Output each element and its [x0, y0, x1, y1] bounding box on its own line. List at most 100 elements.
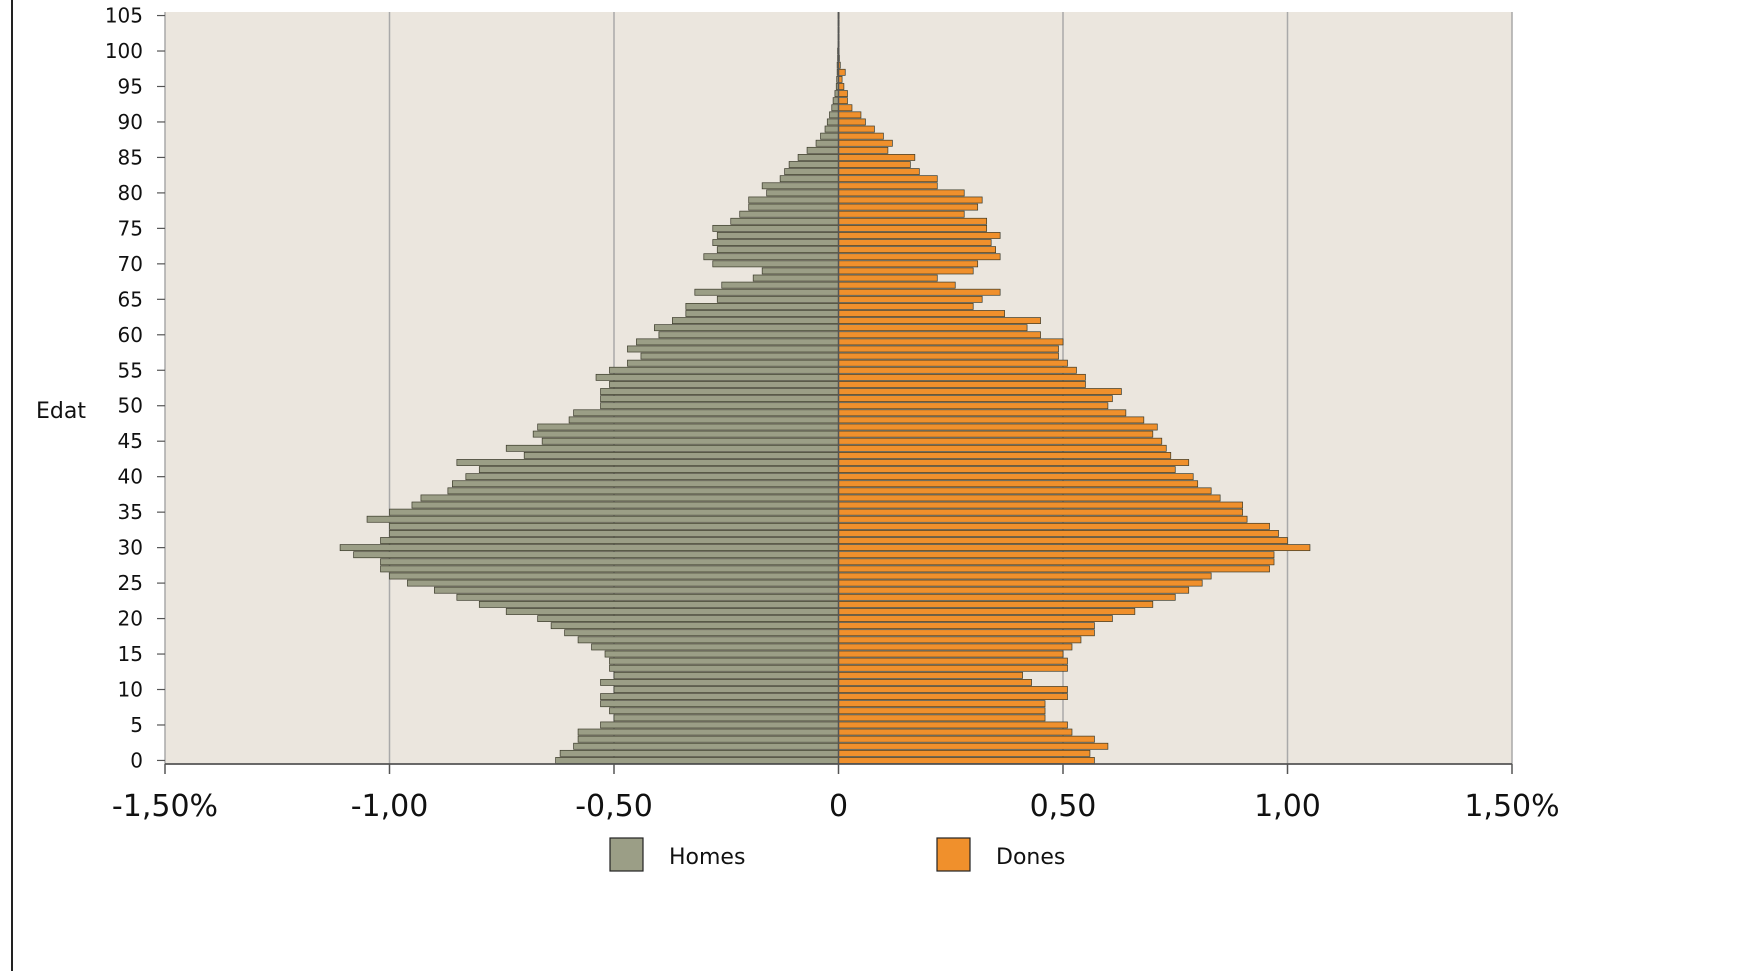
bar-homes-age-84 [788, 161, 839, 168]
bar-homes-age-13 [609, 664, 839, 672]
y-tick-label-1: 5 [130, 713, 143, 737]
bar-homes-age-63 [685, 310, 839, 317]
series-homes [339, 12, 839, 764]
bar-dones-age-47 [838, 423, 1158, 431]
bar-dones-age-94 [838, 90, 848, 97]
bar-homes-age-73 [712, 239, 839, 246]
bar-homes-age-0 [555, 757, 839, 764]
bar-dones-age-5 [838, 721, 1068, 729]
bar-dones-age-7 [838, 707, 1046, 715]
gridlines [164, 12, 1513, 764]
bar-dones-age-92 [838, 104, 853, 112]
bar-homes-age-64 [685, 303, 839, 310]
bar-homes-age-60 [658, 331, 839, 339]
bar-dones-age-13 [838, 664, 1068, 672]
bar-dones-age-79 [838, 196, 983, 204]
bar-dones-age-80 [838, 189, 965, 197]
bar-homes-age-85 [797, 154, 839, 161]
bar-homes-age-9 [600, 693, 839, 700]
bar-dones-age-27 [838, 565, 1270, 573]
bar-homes-age-91 [829, 111, 839, 119]
bar-homes-age-90 [826, 118, 839, 126]
bar-dones-age-23 [838, 593, 1176, 601]
bar-homes-age-51 [600, 395, 839, 403]
bar-homes-age-29 [353, 551, 839, 559]
bar-dones-age-56 [838, 359, 1068, 367]
y-tick-label-3: 15 [118, 642, 143, 666]
bar-dones-age-67 [838, 281, 956, 289]
bar-dones-age-84 [838, 161, 911, 168]
bar-homes-age-44 [505, 444, 839, 452]
bar-homes-age-15 [604, 650, 839, 658]
bar-homes-age-23 [456, 593, 839, 601]
bar-dones-age-1 [838, 749, 1091, 757]
bar-dones-age-41 [838, 466, 1176, 473]
bar-homes-age-80 [766, 189, 839, 197]
bar-dones-age-77 [838, 210, 965, 218]
bar-dones-age-89 [838, 125, 875, 133]
bar-homes-age-24 [434, 586, 839, 594]
y-tick-label-2: 10 [118, 678, 143, 702]
bar-dones-age-18 [838, 629, 1095, 637]
bar-dones-age-85 [838, 154, 916, 161]
bar-dones-age-81 [838, 182, 938, 190]
bar-dones-age-48 [838, 416, 1145, 424]
bar-homes-age-8 [600, 700, 839, 708]
bar-homes-age-70 [712, 260, 839, 268]
bar-homes-age-6 [613, 714, 839, 722]
bar-dones-age-97 [838, 68, 846, 76]
bar-homes-age-65 [716, 295, 839, 303]
x-tick-label-5: 1,00 [1254, 789, 1321, 824]
bar-dones-age-42 [838, 459, 1190, 466]
y-tick-label-6: 30 [118, 536, 143, 560]
bar-dones-age-49 [838, 409, 1127, 417]
bar-homes-age-55 [609, 366, 839, 374]
bar-homes-age-47 [537, 423, 839, 431]
bar-homes-age-35 [389, 508, 839, 516]
bar-homes-age-43 [523, 452, 839, 459]
bar-dones-age-82 [838, 175, 938, 183]
bar-homes-age-68 [752, 274, 839, 282]
bar-homes-age-92 [831, 104, 839, 112]
bar-homes-age-77 [739, 210, 839, 218]
bar-dones-age-64 [838, 303, 974, 310]
bar-homes-age-61 [654, 324, 839, 332]
left-frame-border [11, 0, 13, 971]
bar-homes-age-93 [832, 97, 839, 105]
bar-dones-age-90 [838, 118, 866, 126]
bar-homes-age-86 [806, 146, 839, 154]
bar-homes-age-54 [595, 373, 839, 381]
bar-dones-age-29 [838, 551, 1275, 559]
bar-homes-age-45 [541, 437, 839, 445]
bar-homes-age-32 [389, 530, 839, 537]
bar-homes-age-82 [779, 175, 839, 183]
bar-dones-age-46 [838, 430, 1154, 438]
bar-homes-age-20 [537, 615, 839, 622]
bar-dones-age-78 [838, 203, 979, 211]
bar-homes-age-62 [672, 317, 839, 324]
y-tick-label-0: 0 [130, 748, 143, 772]
bar-dones-age-43 [838, 452, 1172, 459]
bar-homes-age-50 [600, 402, 839, 410]
bar-dones-age-59 [838, 338, 1064, 346]
bar-dones-age-17 [838, 636, 1082, 644]
bar-dones-age-21 [838, 608, 1136, 615]
bar-dones-age-55 [838, 366, 1077, 374]
bar-dones-age-70 [838, 260, 979, 268]
bar-dones-age-83 [838, 168, 920, 176]
bar-homes-age-52 [600, 388, 839, 395]
bar-dones-age-53 [838, 381, 1086, 388]
bar-homes-age-48 [568, 416, 839, 424]
bar-homes-age-26 [389, 572, 839, 580]
bar-dones-age-87 [838, 139, 893, 147]
bar-dones-age-93 [838, 97, 848, 105]
bar-dones-age-24 [838, 586, 1190, 594]
series-dones [838, 12, 1311, 764]
bar-dones-age-65 [838, 295, 983, 303]
bar-homes-age-72 [716, 246, 839, 254]
bar-dones-age-20 [838, 615, 1113, 622]
bar-homes-age-12 [613, 671, 839, 679]
bar-homes-age-10 [613, 686, 839, 693]
bar-dones-age-2 [838, 742, 1109, 750]
bar-dones-age-72 [838, 246, 996, 254]
